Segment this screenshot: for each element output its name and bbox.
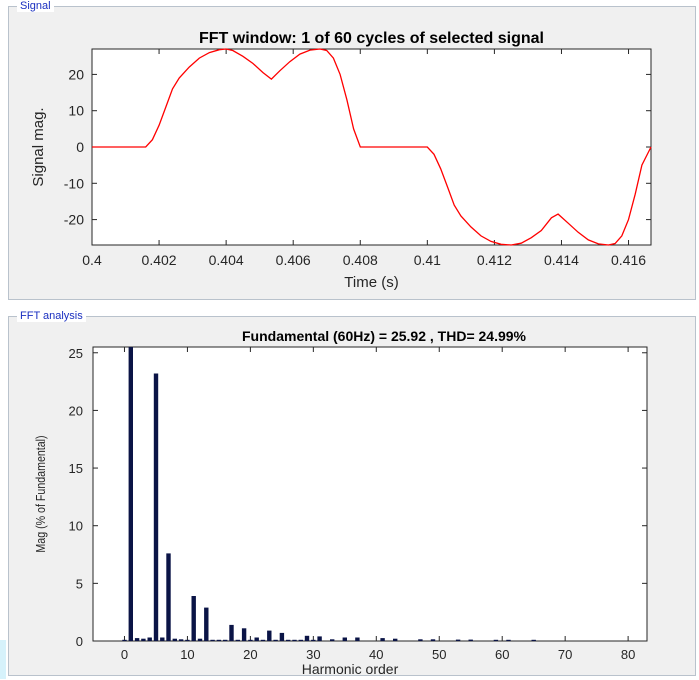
harmonic-bar: [128, 347, 133, 641]
signal-chart: FFT window: 1 of 60 cycles of selected s…: [30, 30, 652, 291]
x-tick-label: 40: [369, 647, 383, 662]
harmonic-bar: [292, 639, 297, 641]
harmonic-bar: [468, 639, 473, 641]
harmonic-bar: [153, 373, 159, 641]
harmonic-bar: [260, 639, 266, 641]
x-tick-label: 0.412: [477, 252, 512, 268]
x-tick-label: 0.41: [414, 252, 441, 268]
harmonic-bar: [223, 639, 228, 641]
fft-panel-title: FFT analysis: [17, 310, 86, 322]
harmonic-bar: [455, 639, 461, 641]
x-tick-label: 0.404: [209, 252, 244, 268]
fft-analysis-panel: FFT analysis Fundamental (60Hz) = 25.92 …: [8, 310, 696, 677]
x-tick-label: 0: [121, 647, 128, 662]
signal-panel-title: Signal: [17, 0, 54, 12]
y-tick-label: 10: [68, 103, 84, 119]
harmonic-bar: [160, 637, 165, 641]
harmonic-bar: [342, 637, 347, 641]
y-axis-label: Mag (% of Fundamental): [33, 435, 48, 552]
fft-chart: Fundamental (60Hz) = 25.92 , THD= 24.99%…: [33, 328, 648, 677]
harmonic-bar: [393, 638, 398, 641]
harmonic-bar: [430, 639, 436, 641]
y-axis-label: Signal mag.: [30, 107, 47, 186]
x-tick-label: 50: [432, 647, 446, 662]
x-tick-label: 10: [180, 647, 194, 662]
harmonic-bar: [506, 639, 511, 641]
plot-area: [92, 346, 648, 642]
harmonic-bar: [210, 639, 215, 641]
harmonic-bar: [216, 639, 222, 641]
harmonic-bar: [229, 624, 234, 641]
harmonic-bar: [267, 630, 272, 641]
y-tick-label: 5: [76, 576, 83, 591]
x-axis-label: Time (s): [344, 274, 398, 291]
y-tick-label: -20: [64, 212, 84, 228]
harmonic-bar: [273, 639, 278, 641]
harmonic-bar: [122, 639, 127, 641]
x-tick-label: 60: [495, 647, 509, 662]
harmonic-bar: [172, 638, 177, 641]
harmonic-bar: [317, 636, 322, 641]
harmonic-bar: [380, 638, 385, 641]
x-tick-label: 0.416: [611, 252, 646, 268]
harmonic-bar: [531, 639, 536, 641]
harmonic-bar: [254, 637, 259, 641]
x-tick-label: 0.4: [82, 252, 102, 268]
y-tick-label: 0: [76, 139, 84, 155]
harmonic-bar: [355, 637, 360, 641]
harmonic-bar: [330, 639, 335, 641]
window-edge-strip: [0, 640, 6, 679]
x-axis-label: Harmonic order: [302, 661, 399, 675]
harmonic-bar: [141, 638, 146, 641]
signal-panel: Signal FFT window: 1 of 60 cycles of sel…: [8, 0, 696, 300]
harmonic-bar: [286, 639, 291, 641]
y-tick-label: 20: [69, 403, 83, 418]
harmonic-bar: [204, 607, 209, 641]
harmonic-bar: [279, 632, 285, 641]
x-tick-label: 70: [558, 647, 572, 662]
harmonic-bar: [493, 639, 499, 641]
harmonic-bar: [134, 638, 140, 641]
y-tick-label: 15: [69, 461, 83, 476]
signal-line: [92, 48, 652, 246]
chart-title: FFT window: 1 of 60 cycles of selected s…: [199, 30, 544, 47]
harmonic-bar: [185, 639, 190, 641]
harmonic-bar: [197, 638, 203, 641]
harmonic-bar: [241, 628, 247, 641]
x-tick-label: 30: [306, 647, 320, 662]
harmonic-bar: [147, 637, 152, 641]
y-tick-label: 20: [68, 66, 84, 82]
harmonic-bar: [248, 639, 253, 641]
harmonic-bar: [298, 639, 303, 641]
y-tick-label: -10: [64, 175, 84, 191]
x-tick-label: 20: [243, 647, 257, 662]
harmonic-bar: [191, 596, 196, 641]
harmonic-bar: [418, 639, 423, 641]
x-tick-label: 0.402: [142, 252, 177, 268]
y-tick-label: 25: [69, 346, 83, 361]
chart-title: Fundamental (60Hz) = 25.92 , THD= 24.99%: [242, 328, 527, 344]
x-tick-label: 0.408: [343, 252, 378, 268]
harmonic-bar: [166, 553, 171, 641]
x-tick-label: 80: [621, 647, 635, 662]
harmonic-bar: [235, 639, 240, 641]
x-tick-label: 0.406: [276, 252, 311, 268]
harmonic-bar: [304, 635, 310, 641]
x-tick-label: 0.414: [544, 252, 579, 268]
harmonic-bar: [311, 639, 316, 641]
y-tick-label: 0: [76, 634, 83, 649]
y-tick-label: 10: [69, 519, 83, 534]
harmonic-bar: [178, 639, 184, 641]
